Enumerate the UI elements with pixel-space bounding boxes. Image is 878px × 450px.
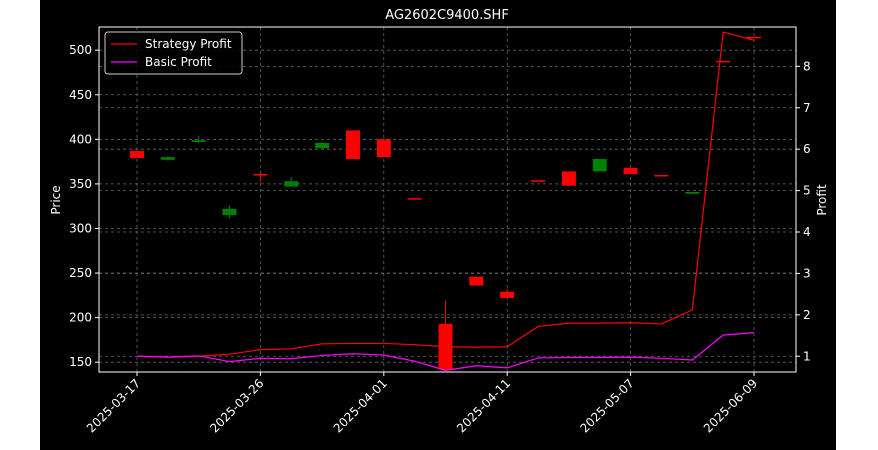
strategy-profit-line [136, 31, 755, 358]
candle-body [376, 139, 391, 158]
y-tick-label: 150 [69, 355, 92, 369]
chart-title: AG2602C9400.SHF [385, 8, 509, 23]
y2-tick-label: 6 [803, 142, 811, 156]
plot-frame [98, 26, 797, 373]
y-tick-label: 250 [69, 266, 92, 280]
y-tick-label: 350 [69, 177, 92, 191]
candle-body [561, 171, 576, 186]
candle-body [345, 130, 360, 159]
profit-lines [136, 31, 755, 371]
candle-body [623, 167, 638, 175]
y2-tick-label: 4 [803, 225, 811, 239]
candle-body [592, 158, 607, 172]
legend-label-strategy-profit: Strategy Profit [145, 37, 232, 51]
candle-body [315, 142, 330, 149]
y2-tick-label: 5 [803, 184, 811, 198]
y2-axis-label: Profit [815, 184, 829, 216]
y-tick-label: 500 [69, 43, 92, 57]
y2-tick-label: 1 [803, 349, 811, 363]
legend-box [104, 31, 243, 75]
y2-tick-label: 3 [803, 266, 811, 280]
legend-label-basic-profit: Basic Profit [145, 55, 212, 69]
basic-profit-line [136, 332, 755, 371]
grid [99, 27, 796, 372]
y-tick-label: 400 [69, 132, 92, 146]
y2-tick-label: 2 [803, 308, 811, 322]
candle-body [222, 208, 237, 216]
candle-body [531, 180, 546, 182]
candle-body [130, 150, 144, 159]
y-tick-label: 200 [69, 311, 92, 325]
candle-body [500, 291, 515, 299]
y2-tick-label: 8 [803, 59, 811, 73]
y-axis-label: Price [49, 185, 63, 214]
y2-tick-label: 7 [803, 101, 811, 115]
candle-body [654, 174, 669, 177]
candle-body [284, 181, 299, 187]
candle-body [716, 60, 731, 63]
candle-body [191, 140, 206, 142]
candle-body [469, 276, 484, 286]
candles [130, 36, 761, 371]
candle-body [407, 198, 422, 200]
candle-body [160, 157, 175, 160]
legend: Strategy Profit Basic Profit [104, 31, 243, 75]
candle-body [747, 36, 761, 39]
figure-background [40, 0, 836, 450]
y-tick-label: 300 [69, 221, 92, 235]
candle-body [253, 174, 268, 176]
y-tick-label: 450 [69, 88, 92, 102]
candle-body [685, 191, 700, 194]
